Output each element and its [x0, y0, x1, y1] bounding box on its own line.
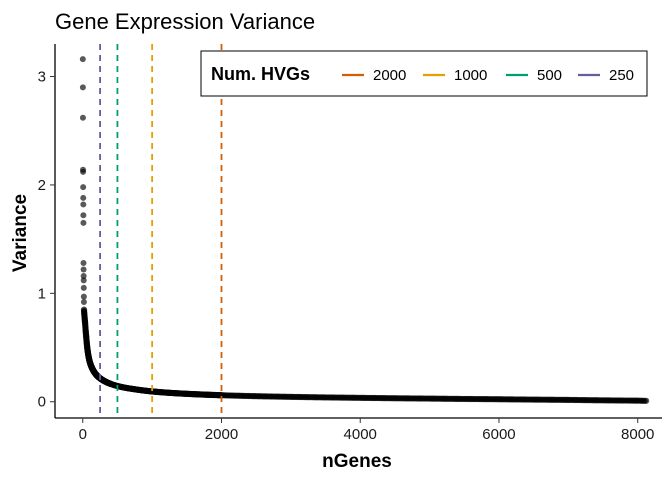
gene-point	[80, 168, 87, 175]
gene-point	[643, 397, 650, 404]
y-tick-label: 0	[38, 394, 46, 411]
gene-point	[80, 299, 87, 306]
y-axis-title: Variance	[10, 194, 31, 272]
legend-label-1000: 1000	[454, 67, 487, 84]
gene-point	[79, 114, 86, 121]
gene-point	[80, 272, 87, 279]
legend-box	[200, 50, 648, 97]
gene-point	[79, 56, 86, 63]
legend-title: Num. HVGs	[211, 64, 310, 84]
plot-area: 0 2000 4000 6000 8000 0 1 2 3	[38, 44, 662, 443]
gene-point	[80, 219, 87, 226]
legend-label-250: 250	[609, 67, 634, 84]
y-tick-label: 2	[38, 177, 46, 194]
chart-title: Gene Expression Variance	[55, 9, 315, 34]
y-tick-label: 1	[38, 285, 46, 302]
gene-point	[80, 277, 87, 284]
x-axis-title: nGenes	[322, 451, 392, 472]
gene-point	[80, 194, 87, 201]
y-tick-label: 3	[38, 69, 46, 86]
gene-point	[80, 259, 87, 266]
gene-point	[80, 184, 87, 191]
legend-label-2000: 2000	[373, 67, 406, 84]
scatter-points	[79, 56, 650, 404]
gene-point	[80, 266, 87, 273]
legend: Num. HVGs 2000 1000 500 250	[200, 50, 648, 97]
x-tick-label: 4000	[344, 426, 377, 443]
gene-point	[80, 293, 87, 300]
gene-point	[80, 284, 87, 291]
legend-label-500: 500	[537, 67, 562, 84]
x-tick-label: 0	[79, 426, 87, 443]
x-tick-label: 6000	[482, 426, 515, 443]
gene-point	[80, 212, 87, 219]
gene-point	[79, 84, 86, 91]
gene-point	[80, 201, 87, 208]
x-tick-label: 2000	[205, 426, 238, 443]
legend-entries: 2000 1000 500 250	[342, 67, 634, 84]
x-tick-label: 8000	[621, 426, 654, 443]
